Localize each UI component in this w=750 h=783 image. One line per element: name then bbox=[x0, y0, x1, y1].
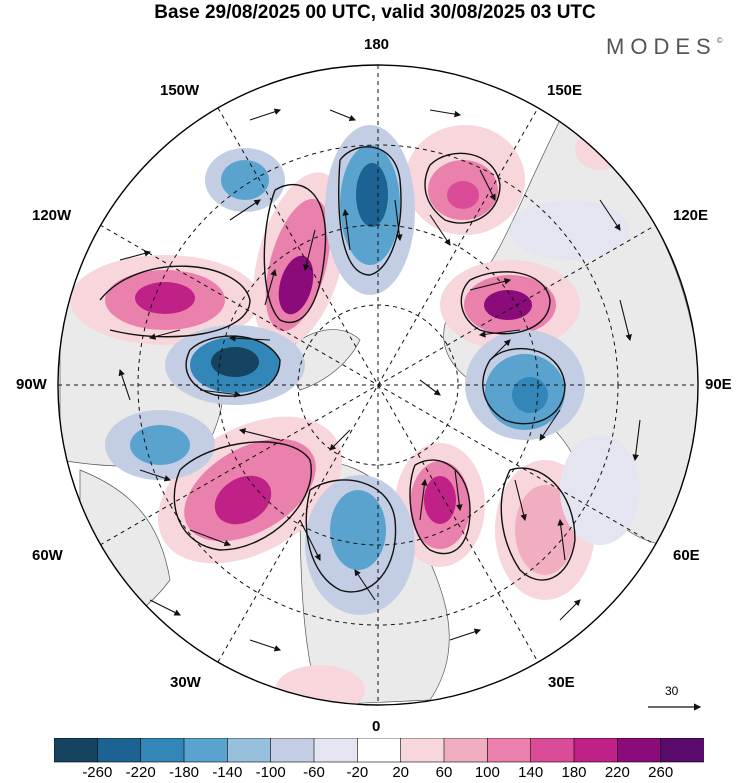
map-boundary bbox=[57, 64, 699, 706]
colorbar-tick-label: 220 bbox=[604, 764, 630, 781]
colorbar-tick-label: 180 bbox=[561, 764, 587, 781]
lon-label-right-upper: 120E bbox=[673, 207, 709, 224]
brand-name: MODES bbox=[606, 34, 717, 59]
colorbar-tick-label: 20 bbox=[392, 764, 409, 781]
lon-label-left: 90W bbox=[16, 376, 47, 393]
colorbar-tick-label: -260 bbox=[82, 764, 113, 781]
lon-label-upper-left: 150W bbox=[160, 82, 200, 99]
colorbar-swatch bbox=[400, 738, 445, 763]
lon-label-left-lower: 60W bbox=[32, 547, 63, 564]
colorbar-swatch bbox=[573, 738, 618, 763]
colorbar-swatch bbox=[530, 738, 575, 763]
colorbar-tick-label: -20 bbox=[346, 764, 369, 781]
colorbar-tick-label: 140 bbox=[518, 764, 544, 781]
positive-anomalies bbox=[70, 125, 625, 705]
lon-label-upper-right: 150E bbox=[547, 82, 583, 99]
colorbar-swatch bbox=[313, 738, 358, 763]
colorbar-swatch bbox=[140, 738, 185, 763]
colorbar-tick-label: -180 bbox=[168, 764, 200, 781]
colorbar-tick-label: -100 bbox=[255, 764, 286, 781]
colorbar-swatch bbox=[54, 738, 98, 763]
page-title: Base 29/08/2025 00 UTC, valid 30/08/2025… bbox=[154, 2, 596, 23]
colorbar-swatch bbox=[97, 738, 142, 763]
lon-label-top: 180 bbox=[364, 36, 390, 53]
lon-label-lower-left: 30W bbox=[170, 674, 201, 691]
lon-label-left-upper: 120W bbox=[32, 207, 72, 224]
lon-label-bottom: 0 bbox=[372, 718, 381, 735]
colorbar-swatch bbox=[443, 738, 488, 763]
colorbar-tick-label: 260 bbox=[648, 764, 674, 781]
colorbar-tick-label: -220 bbox=[125, 764, 156, 781]
brand-logo: MODES© bbox=[606, 34, 723, 60]
colorbar-swatch bbox=[183, 738, 228, 763]
colorbar bbox=[54, 738, 704, 763]
colorbar-tick-label: 100 bbox=[474, 764, 500, 781]
colorbar-swatch bbox=[617, 738, 662, 763]
lon-label-right-lower: 60E bbox=[673, 547, 700, 564]
colorbar-tick-label: -140 bbox=[212, 764, 243, 781]
wind-vectors bbox=[118, 108, 641, 652]
lon-label-right: 90E bbox=[705, 376, 732, 393]
colorbar-swatch bbox=[660, 738, 704, 763]
colorbar-swatch bbox=[227, 738, 272, 763]
colorbar-swatch bbox=[357, 738, 402, 763]
colorbar-tick-label: -60 bbox=[303, 764, 325, 781]
colorbar-tick-label: 60 bbox=[435, 764, 453, 781]
colorbar-swatch bbox=[270, 738, 315, 763]
reference-vector-label: 30 bbox=[665, 684, 679, 698]
brand-mark: © bbox=[716, 36, 723, 45]
contours bbox=[99, 146, 576, 593]
lon-label-lower-right: 30E bbox=[548, 674, 575, 691]
colorbar-swatch bbox=[487, 738, 532, 763]
